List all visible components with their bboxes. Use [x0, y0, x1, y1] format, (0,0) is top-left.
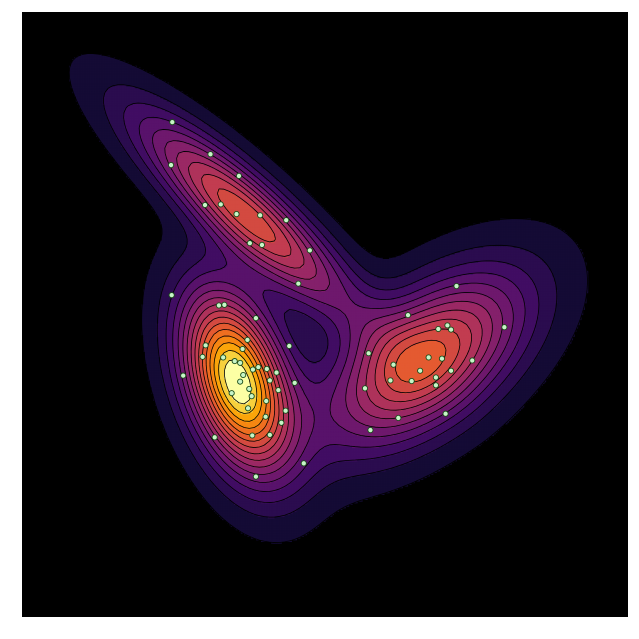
- data-point: [244, 405, 252, 412]
- data-point: [432, 374, 439, 381]
- data-point: [469, 357, 476, 364]
- data-point: [235, 172, 242, 179]
- data-point: [249, 432, 256, 439]
- data-point: [306, 247, 313, 254]
- data-point: [246, 240, 253, 247]
- data-point: [438, 355, 446, 362]
- contour-layer: [68, 53, 589, 544]
- data-point: [300, 460, 307, 467]
- data-point: [266, 377, 273, 384]
- data-point: [425, 354, 432, 361]
- data-point: [395, 414, 402, 422]
- data-point: [215, 302, 222, 309]
- contour-fill: [69, 54, 589, 544]
- data-point: [442, 410, 449, 417]
- data-point: [263, 397, 270, 405]
- data-point: [262, 413, 269, 420]
- data-point: [283, 217, 290, 224]
- data-point: [447, 326, 455, 333]
- scatter-layer: [168, 119, 508, 480]
- data-point: [361, 385, 369, 392]
- data-point: [169, 119, 176, 126]
- data-point: [432, 382, 439, 389]
- data-point: [248, 393, 255, 400]
- data-point: [295, 280, 302, 287]
- contour-line-12: [205, 328, 271, 436]
- data-point: [220, 354, 227, 361]
- data-point: [252, 473, 259, 480]
- data-point: [257, 212, 264, 219]
- contour-line-4: [138, 116, 526, 492]
- data-point: [211, 434, 218, 441]
- data-point: [266, 431, 273, 438]
- data-point: [199, 353, 206, 360]
- data-point: [217, 201, 224, 208]
- data-point: [390, 361, 397, 368]
- data-point: [286, 342, 293, 350]
- contour-line-9: [194, 173, 472, 455]
- data-point: [240, 371, 247, 379]
- contour-line-2: [103, 84, 558, 518]
- data-point: [237, 378, 244, 385]
- data-point: [263, 365, 270, 373]
- data-point: [275, 387, 282, 394]
- data-point: [237, 359, 244, 366]
- data-point: [246, 385, 253, 392]
- data-point: [228, 390, 235, 397]
- data-point: [231, 358, 238, 365]
- data-point: [291, 379, 298, 386]
- data-point: [273, 369, 280, 376]
- data-point: [221, 301, 228, 308]
- data-point: [408, 377, 415, 385]
- data-point: [453, 283, 460, 290]
- data-point: [387, 377, 394, 384]
- data-point: [367, 427, 374, 434]
- data-point: [239, 345, 246, 353]
- data-point: [258, 241, 266, 248]
- data-point: [365, 350, 372, 357]
- data-point: [447, 367, 455, 374]
- data-point: [435, 325, 442, 333]
- data-point: [252, 315, 259, 322]
- data-point: [168, 162, 175, 169]
- data-point: [501, 324, 508, 331]
- data-point: [444, 322, 451, 329]
- contour-line-1: [68, 53, 588, 543]
- contour-line-3: [123, 102, 540, 503]
- data-point: [282, 407, 289, 414]
- contour-line-15: [218, 349, 258, 414]
- data-point: [417, 367, 424, 374]
- data-point: [249, 366, 256, 373]
- data-point: [180, 372, 187, 379]
- data-point: [202, 342, 209, 349]
- contour-line-8: [188, 162, 483, 461]
- contour-line-5: [152, 129, 514, 483]
- data-point: [404, 312, 412, 319]
- data-point: [201, 201, 209, 209]
- data-point: [278, 419, 285, 426]
- data-point: [207, 151, 214, 158]
- data-point: [168, 292, 175, 299]
- data-point: [255, 364, 262, 371]
- contour-line-7: [176, 151, 493, 468]
- data-point: [233, 211, 240, 218]
- data-point: [244, 336, 251, 343]
